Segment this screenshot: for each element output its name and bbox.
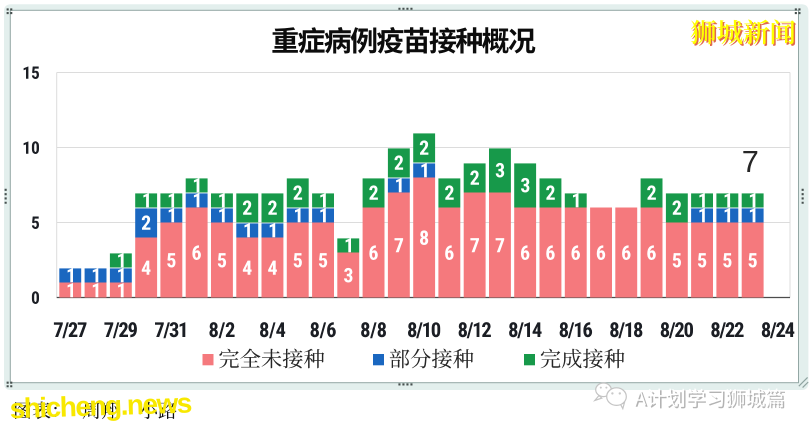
- svg-text:7: 7: [742, 144, 759, 179]
- svg-text:shicheng.news: shicheng.news: [9, 387, 192, 424]
